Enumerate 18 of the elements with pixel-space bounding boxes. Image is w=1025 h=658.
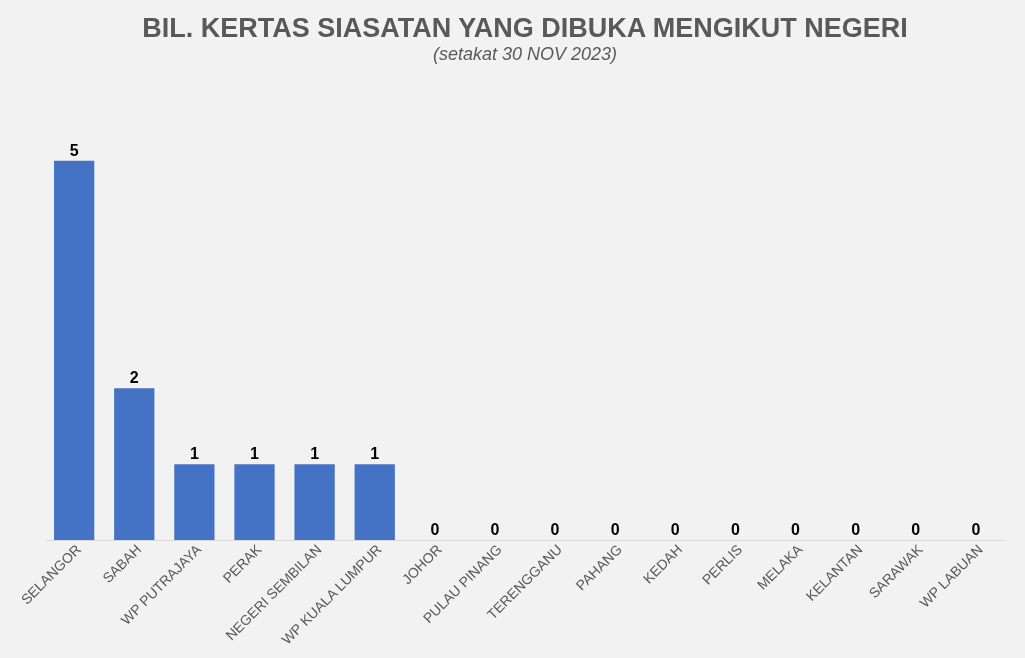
data-label: 0: [730, 521, 740, 538]
data-label: 1: [189, 445, 199, 463]
data-label: 5: [69, 141, 79, 159]
data-label: 1: [370, 445, 380, 463]
data-label: 0: [550, 521, 560, 538]
data-label: 0: [430, 521, 440, 538]
data-label: 0: [791, 521, 801, 538]
chart-title: BIL. KERTAS SIASATAN YANG DIBUKA MENGIKUT NEGERI: [142, 13, 908, 43]
data-label: 0: [911, 521, 921, 538]
data-label: 0: [490, 521, 500, 538]
data-label: 1: [310, 445, 320, 463]
data-label: 0: [610, 521, 620, 538]
data-label: 0: [670, 521, 680, 538]
data-label: 0: [851, 521, 861, 538]
chart-subtitle: (setakat 30 NOV 2023): [432, 44, 618, 64]
data-label: 1: [250, 445, 260, 463]
data-label: 0: [971, 521, 981, 538]
data-label: 2: [129, 369, 139, 387]
